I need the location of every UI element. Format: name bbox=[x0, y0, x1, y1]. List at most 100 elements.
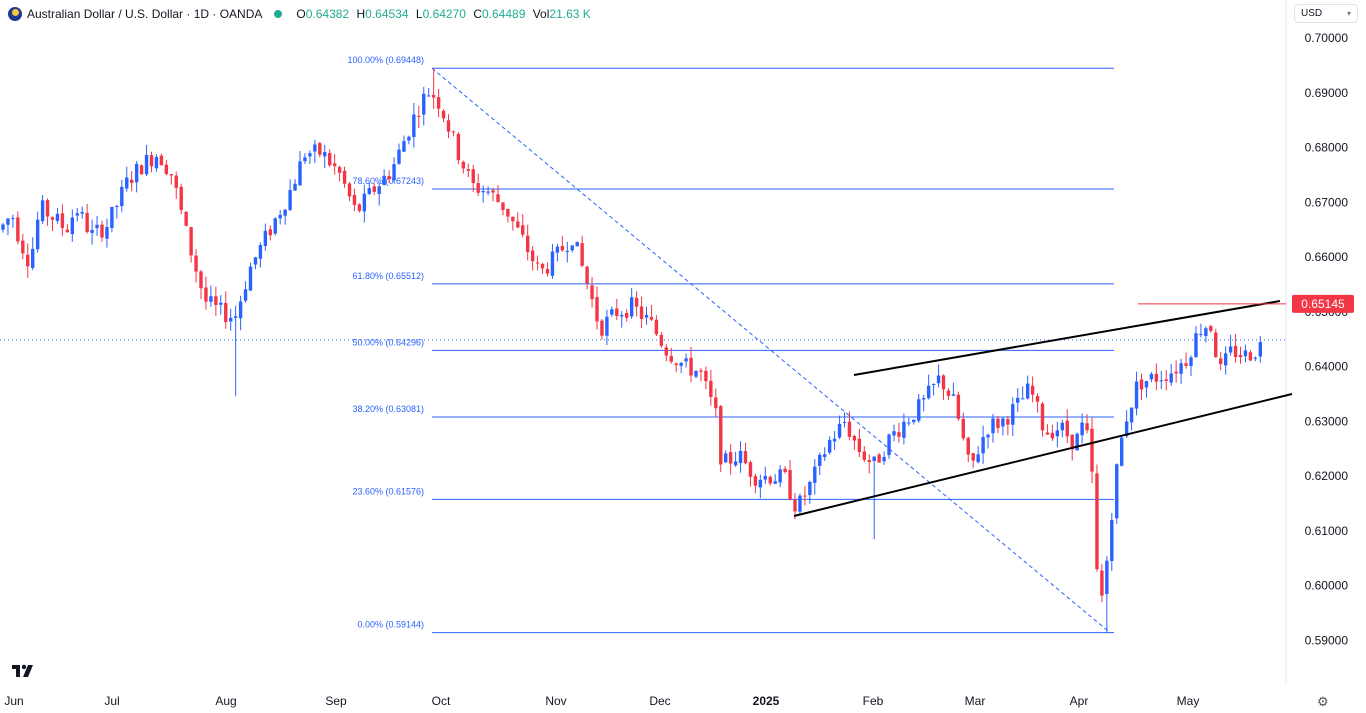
candle-body bbox=[555, 246, 560, 253]
candle-body bbox=[60, 213, 65, 229]
candle-body bbox=[466, 169, 470, 171]
candle-body bbox=[1016, 397, 1020, 403]
candle-body bbox=[1139, 379, 1144, 390]
x-tick-label: Feb bbox=[863, 694, 884, 708]
candle-body bbox=[902, 421, 906, 438]
candle-body bbox=[1134, 381, 1139, 409]
candle-body bbox=[382, 175, 386, 185]
price-marker-label: 0.65145 bbox=[1301, 297, 1345, 311]
candle-body bbox=[758, 479, 763, 488]
candle-body bbox=[1189, 357, 1193, 366]
candle-body bbox=[926, 385, 931, 399]
currency-select[interactable]: USD ▾ bbox=[1294, 4, 1358, 23]
candle-body bbox=[1154, 373, 1159, 382]
x-tick-label: May bbox=[1177, 694, 1200, 708]
fib-level-label: 50.00% (0.64296) bbox=[352, 337, 424, 347]
candle-body bbox=[867, 460, 871, 463]
candle-body bbox=[936, 375, 941, 384]
settings-gear-icon[interactable]: ⚙ bbox=[1317, 694, 1329, 709]
y-tick-label: 0.62000 bbox=[1305, 469, 1349, 483]
candle-body bbox=[461, 161, 466, 169]
candle-body bbox=[803, 495, 807, 497]
candle-body bbox=[699, 370, 703, 372]
candle-body bbox=[26, 254, 30, 267]
candle-body bbox=[931, 383, 936, 385]
candle-body bbox=[1174, 371, 1178, 374]
candle-body bbox=[610, 309, 614, 315]
candle-body bbox=[100, 224, 104, 238]
candle-body bbox=[134, 163, 139, 183]
candle-body bbox=[1243, 350, 1248, 357]
candle-body bbox=[629, 297, 634, 317]
candle-body bbox=[1080, 422, 1084, 436]
candle-body bbox=[268, 229, 272, 236]
candle-body bbox=[491, 190, 495, 193]
candle-body bbox=[337, 167, 342, 173]
candle-body bbox=[224, 303, 228, 323]
candle-body bbox=[912, 419, 916, 423]
candle-body bbox=[1021, 398, 1025, 400]
candle-body bbox=[486, 191, 490, 193]
candle-body bbox=[664, 347, 668, 356]
x-tick-label: Dec bbox=[649, 694, 670, 708]
candle-body bbox=[1090, 428, 1094, 472]
candle-body bbox=[481, 191, 485, 193]
candle-body bbox=[115, 205, 119, 207]
candle-body bbox=[600, 320, 604, 336]
x-tick-label: Jun bbox=[4, 694, 23, 708]
candle-body bbox=[1179, 363, 1183, 374]
candle-body bbox=[407, 136, 411, 141]
candle-body bbox=[941, 375, 946, 390]
candle-body bbox=[1060, 422, 1064, 431]
candle-body bbox=[996, 418, 1000, 429]
x-tick-label: 2025 bbox=[753, 694, 780, 708]
candle-body bbox=[872, 456, 876, 462]
y-tick-label: 0.64000 bbox=[1305, 360, 1349, 374]
ohlc-values: O0.64382 H0.64534 L0.64270 C0.64489 Vol2… bbox=[296, 7, 591, 21]
candle-body bbox=[704, 370, 708, 382]
candle-body bbox=[971, 453, 975, 461]
candle-body bbox=[313, 144, 317, 152]
candle-body bbox=[986, 434, 990, 438]
candle-body bbox=[35, 219, 40, 250]
candle-body bbox=[526, 235, 530, 253]
candle-body bbox=[808, 481, 812, 495]
fib-level-label: 0.00% (0.59144) bbox=[357, 620, 424, 630]
candle-body bbox=[674, 363, 678, 366]
candle-body bbox=[1065, 420, 1069, 437]
candle-body bbox=[1001, 418, 1005, 427]
candle-body bbox=[550, 251, 555, 276]
x-tick-label: Sep bbox=[325, 694, 347, 708]
y-tick-label: 0.68000 bbox=[1305, 141, 1349, 155]
candle-body bbox=[184, 211, 188, 226]
candle-body bbox=[1228, 346, 1233, 353]
candle-body bbox=[85, 212, 89, 232]
candle-body bbox=[303, 157, 307, 162]
candle-body bbox=[169, 174, 173, 176]
candle-body bbox=[1124, 421, 1129, 437]
candle-body bbox=[501, 202, 505, 210]
candle-body bbox=[204, 287, 208, 302]
candle-body bbox=[981, 437, 985, 454]
candle-body bbox=[842, 421, 847, 423]
candle-body bbox=[446, 120, 451, 132]
symbol-title[interactable]: Australian Dollar / U.S. Dollar · 1D · O… bbox=[27, 7, 263, 21]
candle-body bbox=[293, 183, 297, 191]
y-tick-label: 0.63000 bbox=[1305, 414, 1349, 428]
x-tick-label: Mar bbox=[965, 694, 986, 708]
candle-body bbox=[946, 390, 951, 396]
candle-body bbox=[417, 115, 421, 117]
candle-body bbox=[560, 245, 565, 251]
y-tick-label: 0.66000 bbox=[1305, 250, 1349, 264]
candle-body bbox=[709, 380, 713, 398]
fib-level-label: 100.00% (0.69448) bbox=[347, 55, 424, 65]
candle-body bbox=[511, 216, 515, 222]
candle-body bbox=[620, 314, 624, 317]
candle-body bbox=[1040, 403, 1045, 431]
candle-body bbox=[1110, 520, 1114, 562]
candle-body bbox=[976, 454, 980, 463]
candle-body bbox=[649, 316, 654, 320]
candle-body bbox=[253, 257, 258, 265]
candle-body bbox=[1164, 379, 1168, 381]
